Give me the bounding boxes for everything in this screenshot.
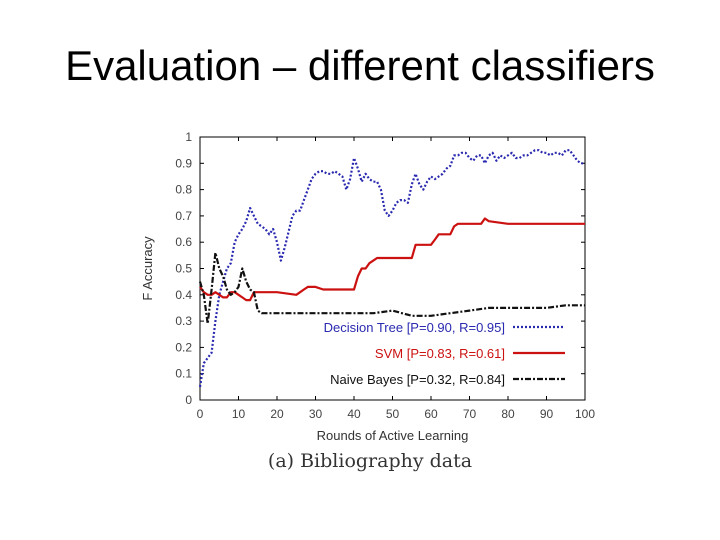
- y-tick-label: 0.3: [175, 314, 192, 328]
- figure-caption: (a) Bibliography data: [267, 450, 473, 472]
- x-tick-label: 80: [501, 407, 515, 421]
- y-tick-label: 0.6: [175, 235, 192, 249]
- series-line-2: [198, 251, 585, 325]
- legend-label-2: Naive Bayes [P=0.32, R=0.84]: [330, 372, 505, 387]
- y-tick-label: 0: [185, 393, 192, 407]
- series-line-1: [199, 217, 585, 302]
- y-tick-label: 0.2: [175, 340, 192, 354]
- x-tick-label: 0: [197, 407, 204, 421]
- x-tick-label: 100: [575, 407, 595, 421]
- x-tick-label: 30: [309, 407, 323, 421]
- legend-label-0: Decision Tree [P=0.90, R=0.95]: [324, 320, 505, 335]
- y-tick-label: 0.1: [175, 367, 192, 381]
- x-tick-label: 70: [463, 407, 477, 421]
- y-tick-label: 0.7: [175, 209, 192, 223]
- y-tick-label: 0.4: [175, 288, 192, 302]
- y-tick-label: 0.8: [175, 183, 192, 197]
- x-axis-label: Rounds of Active Learning: [317, 428, 469, 443]
- x-tick-label: 60: [424, 407, 438, 421]
- slide-title: Evaluation – different classifiers: [65, 42, 655, 89]
- x-tick-label: 20: [270, 407, 284, 421]
- x-tick-label: 90: [540, 407, 554, 421]
- x-tick-label: 10: [232, 407, 246, 421]
- y-tick-label: 0.9: [175, 156, 192, 170]
- series-line-0: [198, 149, 585, 388]
- y-tick-label: 0.5: [175, 262, 192, 276]
- y-axis-label: F Accuracy: [140, 236, 155, 301]
- x-tick-label: 50: [386, 407, 400, 421]
- legend-label-1: SVM [P=0.83, R=0.61]: [375, 346, 505, 361]
- x-tick-label: 40: [347, 407, 361, 421]
- y-tick-label: 1: [185, 130, 192, 144]
